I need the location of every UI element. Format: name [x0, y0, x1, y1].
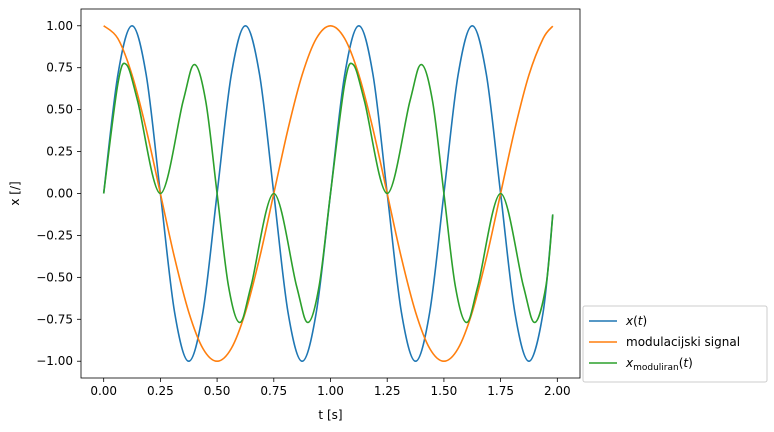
legend-box: [582, 305, 768, 383]
x-tick-label: 1.50: [431, 384, 458, 398]
y-tick-label: 0.25: [46, 145, 73, 159]
x-tick-label: 0.75: [260, 384, 287, 398]
legend-label-1: x(t): [625, 314, 647, 328]
y-axis: 1.00 0.75 0.50 0.25 0.00 −0.25 −0.50 −0.75 −1.00: [36, 19, 81, 368]
x-tick-label: 0.25: [147, 384, 174, 398]
y-tick-label: −0.50: [36, 270, 73, 284]
y-tick-label: 1.00: [46, 19, 73, 33]
legend-label-3: xmoduliran(t): [625, 356, 693, 373]
x-tick-label: 0.50: [204, 384, 231, 398]
legend-label-2: modulacijski signal: [626, 335, 740, 349]
x-tick-label: 1.25: [374, 384, 401, 398]
series-line-2: [103, 24, 554, 363]
x-axis: 0.00 0.25 0.50 0.75 1.00 1.25 1.50 1.75 2.00: [90, 378, 571, 398]
y-tick-label: −1.00: [36, 354, 73, 368]
x-tick-label: 2.00: [544, 384, 571, 398]
y-tick-label: 0.50: [46, 103, 73, 117]
y-tick-label: −0.25: [36, 228, 73, 242]
legend: x(t) modulacijski signal xmoduliran(t): [582, 305, 768, 383]
y-tick-label: 0.75: [46, 61, 73, 75]
series-line-3: [102, 62, 554, 324]
x-tick-label: 1.75: [487, 384, 514, 398]
y-tick-label: −0.75: [36, 312, 73, 326]
y-axis-label: x [/]: [8, 181, 22, 205]
x-axis-label: t [s]: [318, 408, 342, 422]
series-layer: [102, 24, 554, 363]
x-tick-label: 1.00: [317, 384, 344, 398]
x-tick-label: 0.00: [90, 384, 117, 398]
y-tick-label: 0.00: [46, 187, 73, 201]
